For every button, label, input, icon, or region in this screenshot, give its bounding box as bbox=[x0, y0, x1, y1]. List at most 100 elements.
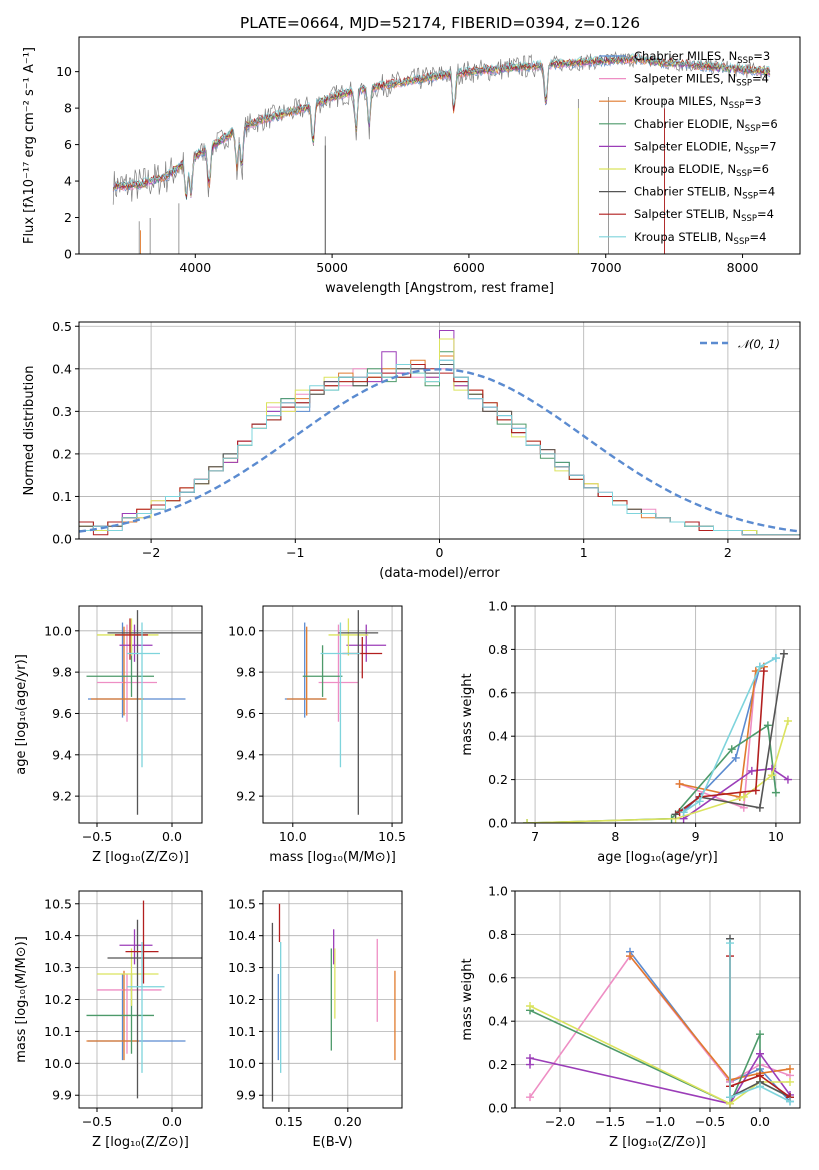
y-tick-label: 0.0 bbox=[52, 532, 72, 547]
legend-label: Chabrier ELODIE, NSSP=6 bbox=[634, 117, 778, 134]
x-tick-label: 0.0 bbox=[162, 829, 182, 844]
weight-marker bbox=[747, 766, 756, 775]
weight-marker bbox=[739, 792, 748, 801]
x-tick-label: 0.20 bbox=[334, 1114, 362, 1129]
legend-entry-chabrier-miles: Chabrier MILES, NSSP=3 bbox=[599, 49, 770, 66]
y-tick-label: 10.0 bbox=[44, 1056, 72, 1071]
legend-entry-salpeter-miles: Salpeter MILES, NSSP=4 bbox=[599, 72, 769, 89]
x-tick-label: −2.0 bbox=[545, 1114, 575, 1129]
x-axis-label: age [log₁₀(age/yr)] bbox=[597, 850, 718, 865]
y-tick-label: 0.5 bbox=[52, 319, 72, 334]
legend-series-name: Chabrier ELODIE bbox=[634, 117, 729, 131]
y-tick-label: 9.8 bbox=[52, 665, 72, 680]
legend-nssp-equals: = bbox=[752, 162, 762, 176]
legend-series-name: Salpeter STELIB bbox=[634, 207, 725, 221]
weight-marker bbox=[771, 654, 780, 663]
y-tick-label: 6 bbox=[64, 137, 72, 152]
weight-marker bbox=[526, 1093, 534, 1102]
x-tick-label: 2 bbox=[724, 545, 732, 560]
legend-label: Salpeter ELODIE, NSSP=7 bbox=[634, 139, 777, 156]
x-tick-label: 10 bbox=[768, 829, 784, 844]
weight-marker bbox=[786, 1064, 794, 1073]
legend-nssp-prefix: , N bbox=[720, 162, 736, 176]
x-tick-label: −0.5 bbox=[82, 829, 112, 844]
legend-entry-kroupa-stelib: Kroupa STELIB, NSSP=4 bbox=[599, 230, 766, 247]
legend-nssp-prefix: , N bbox=[725, 207, 741, 221]
x-tick-label: 8 bbox=[611, 829, 619, 844]
weight-line bbox=[683, 657, 777, 813]
x-tick-label: 10.0 bbox=[279, 829, 307, 844]
y-tick-label: 0.6 bbox=[488, 970, 508, 985]
weight-vs-age-plot-area bbox=[523, 649, 792, 823]
residuals-legend: 𝒩(0, 1) bbox=[700, 337, 780, 351]
errorbar-kroupa-elodie bbox=[328, 618, 369, 656]
weight-line bbox=[679, 671, 765, 813]
errorbar-salpeter-miles bbox=[97, 973, 162, 1054]
legend-entry-kroupa-elodie: Kroupa ELODIE, NSSP=6 bbox=[599, 162, 769, 179]
legend-nssp-value: 6 bbox=[762, 162, 769, 176]
x-axis-label: Z [log₁₀(Z/Z⊙)] bbox=[92, 1135, 189, 1150]
legend-nssp-equals: = bbox=[752, 72, 762, 86]
y-tick-label: 0.0 bbox=[488, 816, 508, 831]
x-tick-label: 0.0 bbox=[162, 1114, 182, 1129]
errorbar-kroupa-stelib bbox=[320, 622, 361, 768]
model-spectrum-chabrier-stelib bbox=[112, 53, 771, 200]
x-tick-label: −1.0 bbox=[645, 1114, 675, 1129]
legend-entry-salpeter-elodie: Salpeter ELODIE, NSSP=7 bbox=[599, 139, 777, 156]
weight-line bbox=[729, 943, 791, 1103]
weight-vs-Z-frame bbox=[514, 890, 801, 1109]
x-tick-label: 0 bbox=[436, 545, 444, 560]
x-tick-label: 7 bbox=[531, 829, 539, 844]
legend-series-name: Salpeter MILES bbox=[634, 72, 720, 86]
legend-nssp-value: 7 bbox=[769, 139, 776, 153]
weight-marker bbox=[755, 803, 764, 812]
y-tick-label: 0.1 bbox=[52, 489, 72, 504]
legend-nssp-prefix: , N bbox=[721, 49, 737, 63]
y-tick-label: 9.2 bbox=[52, 789, 72, 804]
y-tick-label: 10.5 bbox=[44, 896, 72, 911]
spectrum-frame bbox=[78, 36, 801, 255]
y-tick-label: 0.2 bbox=[488, 772, 508, 787]
legend-label: Salpeter STELIB, NSSP=4 bbox=[634, 207, 774, 224]
legend-entry-salpeter-stelib: Salpeter STELIB, NSSP=4 bbox=[599, 207, 774, 224]
y-tick-label: 9.9 bbox=[236, 1088, 256, 1103]
y-axis-label: Flux [fλ10⁻¹⁷ erg cm⁻² s⁻¹ A⁻¹] bbox=[22, 47, 37, 244]
legend-label: Kroupa ELODIE, NSSP=6 bbox=[634, 162, 769, 179]
x-axis-label: mass [log₁₀(M/M⊙)] bbox=[269, 850, 396, 865]
weight-series-kroupa-miles bbox=[675, 662, 768, 801]
histogram-kroupa-stelib bbox=[79, 359, 800, 536]
age-vs-mass-plot-area bbox=[284, 610, 387, 815]
legend-label: Kroupa MILES, NSSP=3 bbox=[634, 94, 761, 111]
legend-nssp-equals: = bbox=[757, 207, 767, 221]
x-tick-label: 6000 bbox=[453, 260, 485, 275]
legend-nssp-subscript: SSP bbox=[744, 146, 760, 156]
errorbar-kroupa-elodie bbox=[97, 948, 159, 1006]
weight-marker bbox=[727, 745, 736, 754]
x-axis-label: Z [log₁₀(Z/Z⊙)] bbox=[609, 1135, 706, 1150]
legend-nssp-value: 4 bbox=[768, 185, 775, 199]
weight-marker bbox=[786, 1097, 794, 1106]
x-tick-label: 10.5 bbox=[378, 829, 406, 844]
y-tick-label: 0.8 bbox=[488, 927, 508, 942]
x-axis-label: wavelength [Angstrom, rest frame] bbox=[325, 281, 554, 296]
errorbar-chabrier-miles bbox=[284, 622, 325, 718]
y-tick-label: 0.2 bbox=[52, 446, 72, 461]
legend-nssp-subscript: SSP bbox=[741, 214, 757, 224]
legend-nssp-subscript: SSP bbox=[742, 192, 758, 202]
legend-nssp-equals: = bbox=[761, 117, 771, 131]
legend-nssp-value: 4 bbox=[762, 72, 769, 86]
x-axis-label: (data-model)/error bbox=[379, 566, 500, 581]
spectrum-plot-area bbox=[112, 50, 771, 254]
legend-nssp-prefix: , N bbox=[713, 94, 729, 108]
weight-line bbox=[529, 1005, 790, 1105]
errorbar-salpeter-elodie bbox=[346, 624, 387, 662]
legend-label: Chabrier MILES, NSSP=3 bbox=[634, 49, 770, 66]
legend-nssp-equals: = bbox=[758, 185, 768, 199]
y-axis-label: mass weight bbox=[460, 958, 475, 1040]
legend-label: Kroupa STELIB, NSSP=4 bbox=[634, 230, 766, 247]
legend-nssp-subscript: SSP bbox=[736, 169, 752, 179]
weight-marker bbox=[783, 775, 792, 784]
y-tick-label: 9.8 bbox=[236, 665, 256, 680]
x-tick-label: 1 bbox=[580, 545, 588, 560]
